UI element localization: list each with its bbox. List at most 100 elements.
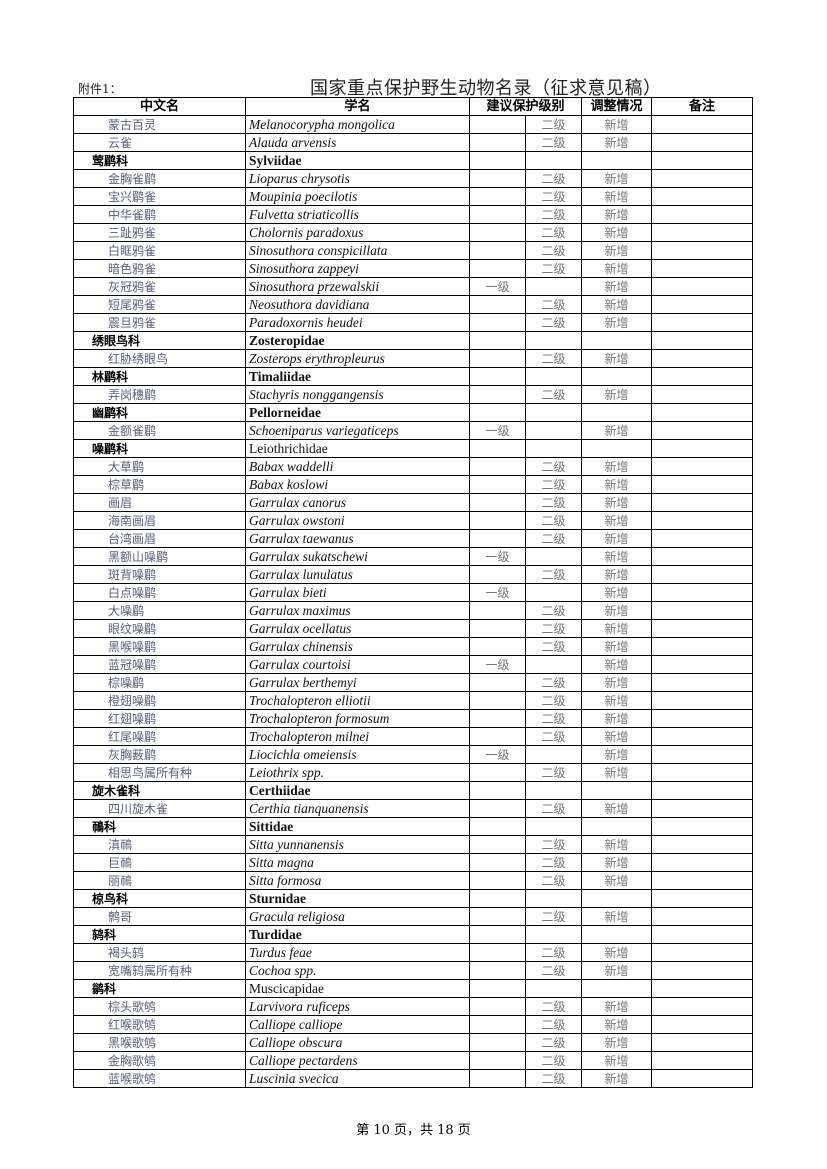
header-protection-level: 建议保护级别 [469, 97, 582, 116]
chinese-name-cell: 黑额山噪鹛 [73, 547, 246, 566]
remarks-cell [651, 601, 753, 620]
remarks-cell [651, 187, 753, 206]
level-1-cell [469, 295, 526, 314]
scientific-name-cell: Timaliidae [245, 367, 470, 386]
scientific-name-cell: Fulvetta striaticollis [245, 205, 470, 224]
species-row: 丽鳾 Sitta formosa 二级 新增 [73, 871, 753, 890]
remarks-cell [651, 493, 753, 512]
chinese-name-cell: 灰胸薮鹛 [73, 745, 246, 764]
species-row: 棕噪鹛 Garrulax berthemyi 二级 新增 [73, 673, 753, 692]
chinese-name-cell: 三趾鸦雀 [73, 223, 246, 242]
level-1-cell [469, 799, 526, 818]
level-2-cell: 二级 [525, 763, 582, 782]
adjustment-cell [581, 403, 652, 422]
chinese-name-cell: 白点噪鹛 [73, 583, 246, 602]
family-row: 绣眼鸟科 Zosteropidae [73, 331, 753, 350]
level-2-cell [525, 367, 582, 386]
adjustment-cell [581, 979, 652, 998]
level-1-cell [469, 691, 526, 710]
family-row: 莺鹛科 Sylviidae [73, 151, 753, 170]
scientific-name-cell: Garrulax chinensis [245, 637, 470, 656]
chinese-name-cell: 棕头歌鸲 [73, 997, 246, 1016]
species-row: 短尾鸦雀 Neosuthora davidiana 二级 新增 [73, 295, 753, 314]
scientific-name-cell: Sitta formosa [245, 871, 470, 890]
level-2-cell: 二级 [525, 187, 582, 206]
species-row: 中华雀鹛 Fulvetta striaticollis 二级 新增 [73, 205, 753, 224]
level-2-cell: 二级 [525, 1051, 582, 1070]
remarks-cell [651, 889, 753, 908]
level-1-cell [469, 871, 526, 890]
level-2-cell [525, 151, 582, 170]
level-2-cell: 二级 [525, 1015, 582, 1034]
chinese-name-cell: 斑背噪鹛 [73, 565, 246, 584]
remarks-cell [651, 259, 753, 278]
species-row: 黑喉噪鹛 Garrulax chinensis 二级 新增 [73, 637, 753, 656]
level-2-cell: 二级 [525, 835, 582, 854]
species-row: 橙翅噪鹛 Trochalopteron elliotii 二级 新增 [73, 691, 753, 710]
remarks-cell [651, 295, 753, 314]
remarks-cell [651, 637, 753, 656]
level-1-cell [469, 511, 526, 530]
scientific-name-cell: Garrulax courtoisi [245, 655, 470, 674]
level-2-cell: 二级 [525, 1069, 582, 1088]
header-chinese-name: 中文名 [73, 97, 246, 116]
level-1-cell [469, 853, 526, 872]
scientific-name-cell: Zosterops erythropleurus [245, 349, 470, 368]
level-2-cell: 二级 [525, 241, 582, 260]
scientific-name-cell: Garrulax ocellatus [245, 619, 470, 638]
remarks-cell [651, 421, 753, 440]
adjustment-cell: 新增 [581, 943, 652, 962]
level-2-cell [525, 925, 582, 944]
header-adjustment: 调整情况 [581, 97, 652, 116]
chinese-name-cell: 莺鹛科 [73, 151, 246, 170]
species-row: 宽嘴鸫属所有种 Cochoa spp. 二级 新增 [73, 961, 753, 980]
remarks-cell [651, 961, 753, 980]
species-row: 棕头歌鸲 Larvivora ruficeps 二级 新增 [73, 997, 753, 1016]
chinese-name-cell: 白眶鸦雀 [73, 241, 246, 260]
level-2-cell: 二级 [525, 727, 582, 746]
scientific-name-cell: Babax waddelli [245, 457, 470, 476]
level-1-cell [469, 133, 526, 152]
level-2-cell: 二级 [525, 637, 582, 656]
adjustment-cell: 新增 [581, 673, 652, 692]
level-1-cell: 一级 [469, 745, 526, 764]
remarks-cell [651, 871, 753, 890]
level-1-cell [469, 1033, 526, 1052]
adjustment-cell: 新增 [581, 799, 652, 818]
level-1-cell [469, 187, 526, 206]
adjustment-cell: 新增 [581, 547, 652, 566]
remarks-cell [651, 511, 753, 530]
scientific-name-cell: Liocichla omeiensis [245, 745, 470, 764]
species-row: 巨鳾 Sitta magna 二级 新增 [73, 853, 753, 872]
chinese-name-cell: 椋鸟科 [73, 889, 246, 908]
adjustment-cell: 新增 [581, 187, 652, 206]
remarks-cell [651, 853, 753, 872]
adjustment-cell: 新增 [581, 583, 652, 602]
scientific-name-cell: Garrulax maximus [245, 601, 470, 620]
remarks-cell [651, 547, 753, 566]
level-2-cell [525, 403, 582, 422]
remarks-cell [651, 1033, 753, 1052]
species-row: 白点噪鹛 Garrulax bieti 一级 新增 [73, 583, 753, 602]
species-row: 金胸歌鸲 Calliope pectardens 二级 新增 [73, 1051, 753, 1070]
level-2-cell [525, 889, 582, 908]
level-1-cell [469, 385, 526, 404]
chinese-name-cell: 蓝喉歌鸲 [73, 1069, 246, 1088]
chinese-name-cell: 金额雀鹛 [73, 421, 246, 440]
level-2-cell [525, 745, 582, 764]
species-row: 大噪鹛 Garrulax maximus 二级 新增 [73, 601, 753, 620]
chinese-name-cell: 巨鳾 [73, 853, 246, 872]
remarks-cell [651, 817, 753, 836]
level-1-cell [469, 493, 526, 512]
level-2-cell: 二级 [525, 853, 582, 872]
level-2-cell: 二级 [525, 457, 582, 476]
scientific-name-cell: Alauda arvensis [245, 133, 470, 152]
adjustment-cell: 新增 [581, 691, 652, 710]
remarks-cell [651, 277, 753, 296]
scientific-name-cell: Turdus feae [245, 943, 470, 962]
species-row: 金额雀鹛 Schoeniparus variegaticeps 一级 新增 [73, 421, 753, 440]
level-1-cell [469, 313, 526, 332]
level-1-cell [469, 1069, 526, 1088]
species-row: 红喉歌鸲 Calliope calliope 二级 新增 [73, 1015, 753, 1034]
remarks-cell [651, 763, 753, 782]
